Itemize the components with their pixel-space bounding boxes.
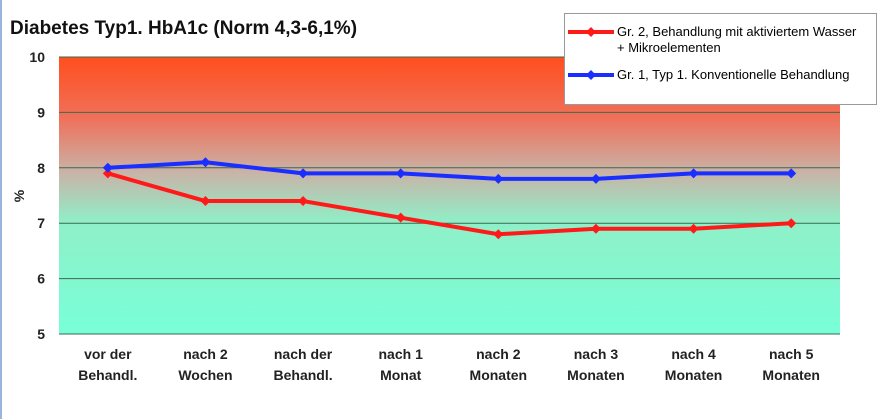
x-tick-label: nach 4 Monaten <box>664 346 723 383</box>
legend-label: Gr. 2, Behandlung mit aktiviertem Wasser… <box>617 24 857 55</box>
data-point <box>786 218 797 229</box>
data-point <box>590 223 601 234</box>
legend-label: Gr. 1, Typ 1. Konventionelle Behandlung <box>617 67 850 82</box>
x-tick-label: nach 2 Monaten <box>469 346 528 383</box>
series-line <box>107 171 792 237</box>
x-tick-label: vor der Behandl. <box>78 346 138 383</box>
data-point <box>786 168 797 179</box>
y-tick-label: 9 <box>37 104 45 120</box>
data-point <box>298 196 309 207</box>
data-point <box>590 173 601 184</box>
y-axis-label: % <box>11 189 27 202</box>
y-tick-label: 10 <box>29 49 45 65</box>
data-point <box>395 212 406 223</box>
y-tick-label: 7 <box>37 215 45 231</box>
data-point <box>200 157 211 168</box>
data-point <box>102 162 113 173</box>
x-tick-label: nach 3 Monaten <box>567 346 625 383</box>
y-tick-label: 5 <box>37 326 45 342</box>
data-point <box>200 196 211 207</box>
data-point <box>395 168 406 179</box>
data-point <box>688 168 699 179</box>
legend <box>564 13 877 105</box>
x-tick-label: nach der Behandl. <box>273 346 333 383</box>
x-tick-label: nach 1 Monat <box>378 346 423 383</box>
data-point <box>493 229 504 240</box>
data-point <box>298 168 309 179</box>
data-point <box>688 223 699 234</box>
series-line <box>107 160 792 181</box>
y-tick-label: 8 <box>37 160 45 176</box>
x-tick-label: nach 2 Wochen <box>178 346 233 383</box>
data-point <box>493 173 504 184</box>
x-tick-label: nach 5 Monaten <box>762 346 820 383</box>
data-point <box>102 168 113 179</box>
y-tick-label: 6 <box>37 271 45 287</box>
chart-title: Diabetes Typ1. HbA1c (Norm 4,3-6,1%) <box>10 18 358 39</box>
